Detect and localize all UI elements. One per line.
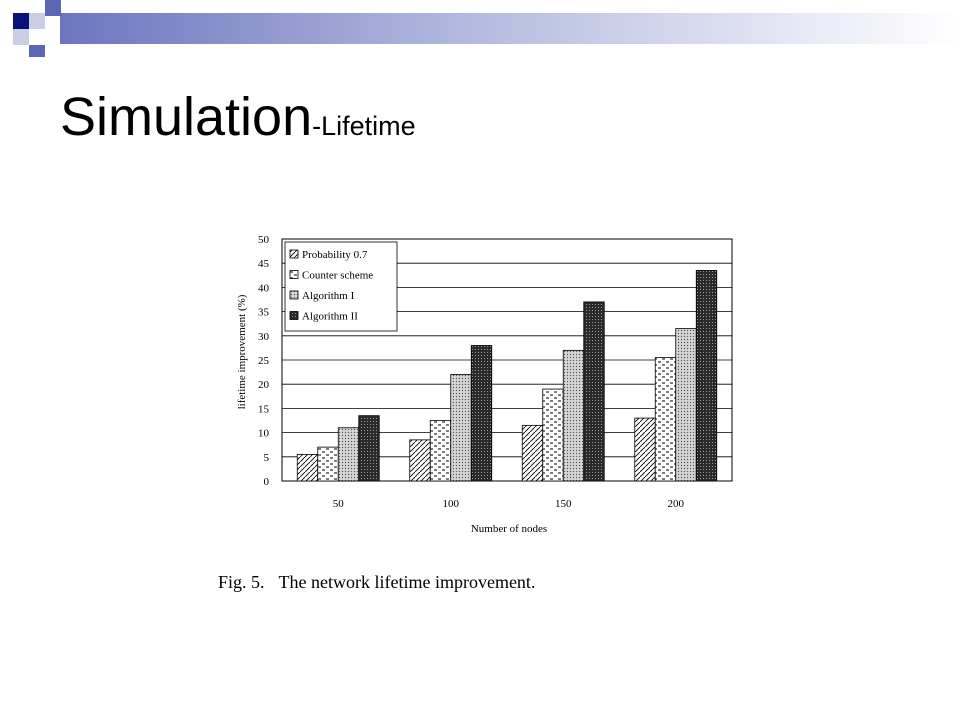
bar	[634, 417, 656, 482]
figure-caption: Fig. 5. The network lifetime improvement.	[218, 572, 535, 593]
bar	[695, 270, 718, 482]
x-tick-label: 50	[333, 498, 345, 510]
bar	[583, 301, 605, 482]
y-tick-label: 5	[264, 452, 270, 464]
caption-text: The network lifetime improvement.	[278, 572, 536, 592]
legend-label: Algorithm II	[302, 311, 358, 323]
y-tick-label: 0	[264, 476, 270, 488]
y-tick-label: 30	[258, 331, 270, 343]
bar	[542, 388, 564, 482]
bar	[450, 374, 472, 482]
legend-swatch	[289, 270, 299, 279]
x-axis-label: Number of nodes	[471, 523, 547, 535]
y-tick-label: 45	[258, 258, 270, 270]
bar	[317, 446, 339, 482]
y-tick-label: 40	[258, 282, 270, 294]
legend-box	[284, 241, 398, 332]
legend-label: Counter scheme	[302, 270, 373, 282]
legend-label: Probability 0.7	[302, 249, 368, 261]
lifetime-bar-chart: lifetime improvement (%) Number of nodes…	[236, 234, 733, 535]
bar	[470, 345, 493, 482]
legend-swatch	[289, 290, 299, 300]
deco-square-light-2	[13, 29, 29, 45]
deco-square-navy	[13, 13, 29, 29]
legend-swatch	[289, 249, 299, 259]
deco-square-light	[29, 13, 45, 29]
bar	[409, 439, 431, 482]
slide-title: Simulation-Lifetime	[60, 86, 416, 148]
legend-label: Algorithm I	[302, 290, 355, 302]
x-tick-label: 200	[668, 498, 685, 510]
bar	[429, 420, 452, 482]
bar	[675, 328, 697, 482]
y-tick-label: 15	[258, 403, 270, 415]
y-tick-label: 50	[258, 234, 270, 246]
bar	[521, 424, 544, 482]
y-tick-label: 20	[258, 379, 270, 391]
bar	[296, 453, 319, 482]
title-decoration	[13, 0, 960, 57]
y-axis-label: lifetime improvement (%)	[236, 294, 248, 409]
slide-title-main: Simulation	[60, 87, 313, 147]
bar	[654, 357, 677, 482]
caption-label: Fig. 5.	[218, 572, 265, 592]
bar	[358, 415, 380, 482]
y-tick-label: 10	[258, 428, 270, 440]
slide-title-sub: -Lifetime	[312, 111, 416, 141]
deco-square-blue-2	[29, 45, 45, 57]
bar	[337, 427, 360, 482]
x-tick-label: 150	[555, 498, 572, 510]
legend-swatch	[289, 311, 299, 320]
deco-gradient-bar	[60, 13, 960, 44]
y-tick-label: 35	[258, 307, 270, 319]
bar	[562, 349, 585, 482]
y-tick-label: 25	[258, 355, 270, 367]
deco-square-blue	[45, 0, 61, 16]
x-tick-label: 100	[443, 498, 460, 510]
